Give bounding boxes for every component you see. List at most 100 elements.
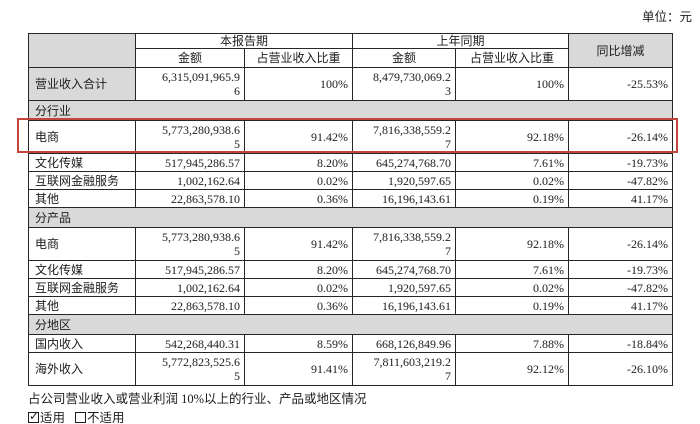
pct-current: 0.36% <box>243 189 354 208</box>
section-header-industry: 分行业 <box>27 100 674 121</box>
header-amount-prior: 金额 <box>352 48 457 68</box>
pct-current: 0.02% <box>243 171 354 190</box>
pct-current: 8.20% <box>243 153 354 172</box>
amount-current: 542,268,440.31 <box>135 334 245 353</box>
yoy-change: -26.10% <box>568 352 674 386</box>
table-row: 国内收入 542,268,440.31 8.59% 668,126,849.96… <box>28 334 674 353</box>
amount-prior: 668,126,849.96 <box>352 334 457 353</box>
check-icon: ✓ <box>29 409 40 423</box>
table-row: 海外收入 5,772,823,525.6 5 91.41% 7,811,603,… <box>28 352 674 386</box>
row-label: 其他 <box>28 189 136 208</box>
row-label: 其他 <box>28 296 136 315</box>
amount-current: 517,945,286.57 <box>135 260 245 279</box>
table-row-total: 营业收入合计 6,315,091,965.9 6 100% 8,479,730,… <box>28 67 674 101</box>
header-pct-current: 占营业收入比重 <box>243 48 354 68</box>
pct-prior: 0.19% <box>455 189 570 208</box>
row-label: 电商 <box>28 120 136 154</box>
yoy-change: 41.17% <box>568 189 674 208</box>
section-title: 分行业 <box>27 100 674 121</box>
pct-current: 8.20% <box>243 260 354 279</box>
pct-prior: 7.61% <box>455 153 570 172</box>
applicable-option: ✓ 适用 <box>28 409 66 424</box>
amount-prior: 645,274,768.70 <box>352 260 457 279</box>
pct-prior: 0.02% <box>455 278 570 297</box>
header-pct-prior: 占营业收入比重 <box>455 48 570 68</box>
yoy-change: -47.82% <box>568 278 674 297</box>
amount-current: 22,863,578.10 <box>135 296 245 315</box>
row-label: 互联网金融服务 <box>28 278 136 297</box>
footnote: 占公司营业收入或营业利润 10%以上的行业、产品或地区情况 <box>28 392 367 406</box>
pct-prior: 0.19% <box>455 296 570 315</box>
amount-prior: 7,811,603,219.2 7 <box>352 352 457 386</box>
yoy-change: -26.14% <box>568 120 674 154</box>
section-title: 分产品 <box>27 207 674 228</box>
amount-current: 5,772,823,525.6 5 <box>135 352 245 386</box>
amount-current: 22,863,578.10 <box>135 189 245 208</box>
amount-prior: 1,920,597.65 <box>352 278 457 297</box>
pct-current: 100% <box>243 67 354 101</box>
yoy-change: -26.14% <box>568 227 674 261</box>
yoy-change: -18.84% <box>568 334 674 353</box>
pct-prior: 100% <box>455 67 570 101</box>
section-header-region: 分地区 <box>27 314 674 335</box>
row-label: 互联网金融服务 <box>28 171 136 190</box>
section-header-product: 分产品 <box>27 207 674 228</box>
pct-current: 91.42% <box>243 227 354 261</box>
amount-prior: 8,479,730,069.2 3 <box>352 67 457 101</box>
corner-blank-cell <box>28 33 136 68</box>
header-row-1: 本报告期 上年同期 同比增减 <box>28 33 674 68</box>
table-row: 文化传媒 517,945,286.57 8.20% 645,274,768.70… <box>28 153 674 172</box>
applicability-row: ✓ 适用 不适用 <box>28 407 125 424</box>
not-applicable-label: 不适用 <box>87 411 125 424</box>
amount-prior: 16,196,143.61 <box>352 189 457 208</box>
section-title: 分地区 <box>27 314 674 335</box>
amount-prior: 7,816,338,559.2 7 <box>352 227 457 261</box>
yoy-change: 41.17% <box>568 296 674 315</box>
pct-current: 0.02% <box>243 278 354 297</box>
amount-current: 5,773,280,938.6 5 <box>135 120 245 154</box>
checked-checkbox-icon: ✓ <box>28 409 40 423</box>
header-amount-current: 金额 <box>135 48 245 68</box>
pct-prior: 0.02% <box>455 171 570 190</box>
pct-prior: 92.18% <box>455 227 570 261</box>
row-label: 文化传媒 <box>28 260 136 279</box>
table-row: 电商 5,773,280,938.6 5 91.42% 7,816,338,55… <box>28 120 674 154</box>
amount-current: 5,773,280,938.6 5 <box>135 227 245 261</box>
amount-current: 1,002,162.64 <box>135 278 245 297</box>
table-row: 互联网金融服务 1,002,162.64 0.02% 1,920,597.65 … <box>28 171 674 190</box>
amount-prior: 7,816,338,559.2 7 <box>352 120 457 154</box>
table-row: 文化传媒 517,945,286.57 8.20% 645,274,768.70… <box>28 260 674 279</box>
amount-current: 517,945,286.57 <box>135 153 245 172</box>
header-prior-period: 上年同期 <box>352 33 570 49</box>
pct-current: 0.36% <box>243 296 354 315</box>
row-label: 海外收入 <box>28 352 136 386</box>
unit-label: 单位：元 <box>641 10 692 24</box>
header-yoy-change: 同比增减 <box>568 33 674 68</box>
yoy-change: -19.73% <box>568 153 674 172</box>
pct-current: 8.59% <box>243 334 354 353</box>
unchecked-checkbox-icon <box>75 412 87 423</box>
pct-prior: 7.61% <box>455 260 570 279</box>
amount-current: 1,002,162.64 <box>135 171 245 190</box>
applicable-label: 适用 <box>40 411 66 424</box>
pct-current: 91.41% <box>243 352 354 386</box>
amount-prior: 16,196,143.61 <box>352 296 457 315</box>
pct-prior: 92.12% <box>455 352 570 386</box>
amount-prior: 1,920,597.65 <box>352 171 457 190</box>
row-label: 国内收入 <box>28 334 136 353</box>
yoy-change: -47.82% <box>568 171 674 190</box>
revenue-breakdown-table: 本报告期 上年同期 同比增减 金额 占营业收入比重 金额 占营业收入比重 营业收… <box>27 33 674 386</box>
table-row: 其他 22,863,578.10 0.36% 16,196,143.61 0.1… <box>28 296 674 315</box>
table-row: 其他 22,863,578.10 0.36% 16,196,143.61 0.1… <box>28 189 674 208</box>
pct-prior: 92.18% <box>455 120 570 154</box>
not-applicable-option: 不适用 <box>75 411 125 424</box>
yoy-change: -25.53% <box>568 67 674 101</box>
table-row: 互联网金融服务 1,002,162.64 0.02% 1,920,597.65 … <box>28 278 674 297</box>
pct-prior: 7.88% <box>455 334 570 353</box>
table-row: 电商 5,773,280,938.6 5 91.42% 7,816,338,55… <box>28 227 674 261</box>
row-label: 文化传媒 <box>28 153 136 172</box>
header-current-period: 本报告期 <box>134 33 354 49</box>
row-label: 电商 <box>28 227 136 261</box>
amount-current: 6,315,091,965.9 6 <box>135 67 245 101</box>
